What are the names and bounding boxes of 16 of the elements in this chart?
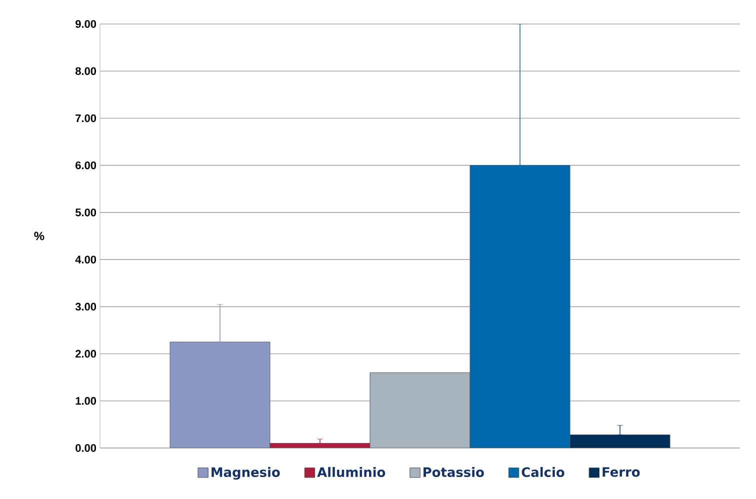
legend-label: Potassio (424, 467, 484, 478)
y-tick-label: 2.00 (76, 350, 96, 358)
y-tick-label: 5.00 (75, 208, 96, 216)
y-tick-label: 8.00 (75, 67, 96, 75)
legend-label: Calcio (522, 467, 564, 478)
y-tick-label: 0.00 (76, 444, 96, 452)
y-tick-label: 7.00 (76, 114, 96, 122)
y-tick-label: 1.00 (76, 397, 96, 405)
legend-label: Magnesio (212, 467, 280, 480)
y-tick-label: 6.00 (76, 161, 96, 170)
y-axis-title: % (34, 232, 44, 240)
y-tick-label: 3.00 (75, 302, 96, 311)
legend-label: Ferro (602, 467, 640, 477)
y-tick-label: 9.00 (76, 20, 96, 28)
y-tick-label: 4.00 (75, 256, 96, 264)
legend-label: Alluminio (317, 467, 386, 478)
